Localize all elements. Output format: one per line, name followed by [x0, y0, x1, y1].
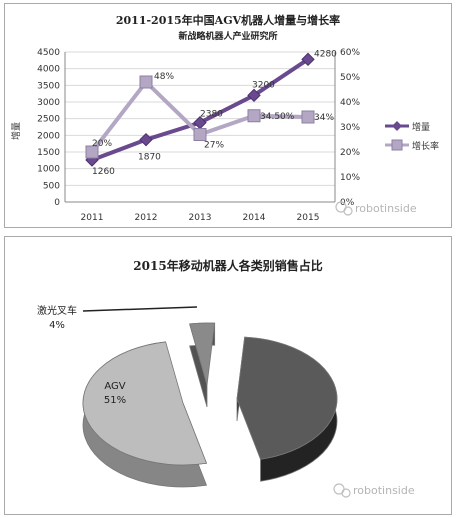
- y-tick-label: 2000: [37, 131, 60, 141]
- y2-tick-label: 40%: [340, 98, 360, 108]
- legend-marker: [392, 121, 402, 131]
- data-point-growth-rate: [193, 128, 207, 141]
- data-label: 1260: [92, 167, 115, 177]
- data-point-increment: [247, 88, 261, 103]
- pie-label-value-laser-forklift: 4%: [49, 320, 65, 331]
- x-tick-label: 2015: [297, 213, 320, 223]
- leader-line: [82, 306, 198, 312]
- y2-tick-label: 10%: [340, 173, 360, 183]
- y-tick-label: 2500: [37, 115, 60, 125]
- pie-slice-agv: [82, 341, 208, 466]
- data-label: 48%: [154, 72, 174, 82]
- data-point-increment: [139, 132, 153, 147]
- watermark-text: robotinside: [353, 484, 415, 497]
- pie-title: 2015年移动机器人各类别销售占比: [133, 258, 322, 273]
- pie-label-name-agv: AGV: [104, 381, 125, 392]
- data-label: 34%: [314, 113, 334, 123]
- pie-slice-laser-forklift: [189, 322, 216, 386]
- y2-tick-label: 60%: [340, 48, 360, 58]
- y-tick-label: 4000: [37, 65, 60, 75]
- x-tick-label: 2013: [189, 213, 212, 223]
- data-label: 2380: [200, 110, 223, 120]
- x-tick-label: 2012: [135, 213, 158, 223]
- y-tick-label: 1500: [37, 148, 60, 158]
- watermark-text: robotinside: [355, 202, 417, 215]
- chart-title: 2011-2015年中国AGV机器人增量与增长率: [116, 13, 340, 27]
- legend-label: 增量: [412, 121, 430, 133]
- data-label: 34.50%: [260, 112, 295, 122]
- y-tick-label: 500: [43, 181, 60, 191]
- y-tick-label: 1000: [37, 165, 60, 175]
- data-point-growth-rate: [301, 110, 315, 124]
- y2-tick-label: 50%: [340, 73, 360, 83]
- pie-label-name-laser-forklift: 激光叉车: [37, 304, 77, 317]
- pie-slice-agc: [236, 336, 338, 460]
- data-label: 3200: [252, 80, 275, 90]
- y-axis-label: 增量: [10, 122, 22, 140]
- share-chart-panel: 2015年移动机器人各类别销售占比 激光叉车 4% AGC 45% AGV 51% rob…: [4, 236, 452, 515]
- data-point-growth-rate: [139, 75, 153, 89]
- data-label: 20%: [92, 139, 112, 149]
- x-tick-label: 2014: [243, 213, 266, 223]
- chart-subtitle: 新战略机器人产业研究所: [178, 30, 277, 42]
- x-tick-label: 2011: [81, 213, 104, 223]
- pie-label-value-agc: 45%: [324, 345, 346, 356]
- y-tick-label: 3500: [37, 81, 60, 91]
- y2-tick-label: 20%: [340, 148, 360, 158]
- watermark-top: robotinside: [335, 201, 417, 216]
- data-label: 4280: [314, 49, 337, 59]
- pie-label-name-agc: AGC: [324, 331, 345, 342]
- y-tick-label: 4500: [37, 48, 60, 58]
- share-pie-chart: 2015年移动机器人各类别销售占比 激光叉车 4% AGC 45% AGV 51% rob…: [37, 258, 415, 498]
- y-tick-label: 3000: [37, 98, 60, 108]
- y2-tick-label: 30%: [340, 123, 360, 133]
- y-tick-label: 0: [54, 198, 60, 208]
- legend-marker: [391, 139, 403, 151]
- watermark-bottom: robotinside: [333, 483, 415, 498]
- data-point-increment: [301, 52, 315, 67]
- growth-chart-panel: 2011-2015年中国AGV机器人增量与增长率 新战略机器人产业研究所 增量 …: [4, 3, 452, 228]
- y2-tick-label: 0%: [340, 198, 355, 208]
- legend-label: 增长率: [412, 140, 439, 152]
- data-label: 27%: [204, 141, 224, 151]
- growth-chart: 2011-2015年中国AGV机器人增量与增长率 新战略机器人产业研究所 增量 …: [10, 13, 439, 223]
- data-label: 1870: [138, 153, 161, 163]
- pie-label-value-agv: 51%: [104, 395, 126, 406]
- data-point-growth-rate: [85, 145, 99, 159]
- data-point-growth-rate: [247, 109, 261, 123]
